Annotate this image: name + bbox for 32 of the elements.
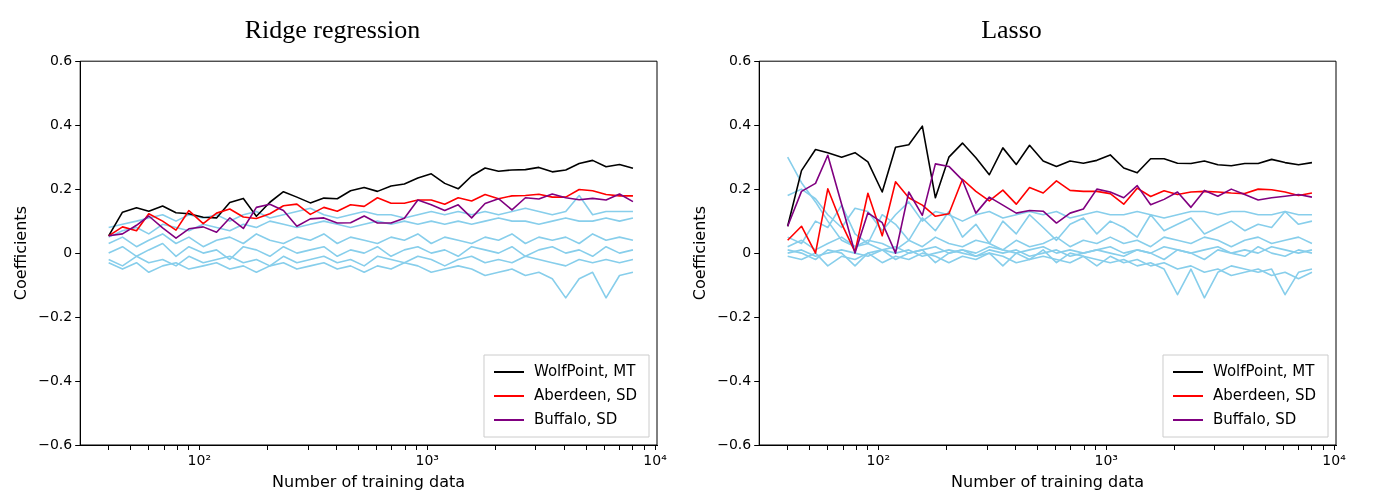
y-tick-label: −0.4 xyxy=(717,371,752,388)
legend-label: Aberdeen, SD xyxy=(533,385,638,404)
y-axis-title: Coefficients xyxy=(10,206,30,301)
chart-title: Lasso xyxy=(981,15,1042,45)
legend-label: WolfPoint, MT xyxy=(533,361,637,380)
legend-label: Buffalo, SD xyxy=(533,409,618,428)
x-tick-label: 10³ xyxy=(1094,452,1118,469)
y-tick-label: −0.4 xyxy=(38,371,73,388)
y-tick-label: 0.4 xyxy=(49,115,73,132)
x-axis-title: Number of training data xyxy=(951,471,1145,491)
x-tick-label: 10² xyxy=(187,452,212,469)
chart-title: Ridge regression xyxy=(244,15,421,45)
y-tick-label: −0.6 xyxy=(38,435,73,452)
x-tick-label: 10³ xyxy=(415,452,439,469)
y-tick-label: 0.6 xyxy=(728,51,752,68)
x-tick-label: 10² xyxy=(866,452,891,469)
y-tick-label: −0.2 xyxy=(717,307,752,324)
y-tick-label: 0.4 xyxy=(728,115,752,132)
y-tick-label: −0.2 xyxy=(38,307,73,324)
y-tick-label: 0.2 xyxy=(728,179,752,196)
x-axis-title: Number of training data xyxy=(272,471,466,491)
y-tick-label: 0.2 xyxy=(49,179,73,196)
legend-label: Aberdeen, SD xyxy=(1212,385,1317,404)
x-tick-label: 10⁴ xyxy=(1322,452,1347,469)
y-tick-label: 0.6 xyxy=(49,51,73,68)
legend-label: WolfPoint, MT xyxy=(1212,361,1316,380)
legend-label: Buffalo, SD xyxy=(1212,409,1297,428)
y-axis-title: Coefficients xyxy=(689,206,709,301)
x-tick-label: 10⁴ xyxy=(643,452,668,469)
y-tick-label: −0.6 xyxy=(717,435,752,452)
y-tick-label: 0 xyxy=(742,243,752,260)
y-tick-label: 0 xyxy=(63,243,73,260)
